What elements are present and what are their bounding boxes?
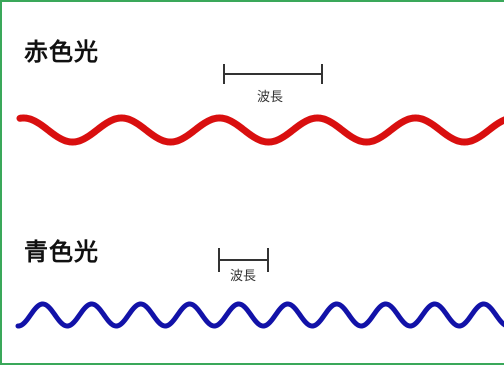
blue-light-label: 青色光 (24, 238, 99, 266)
blue-wavelength-bracket: 波長 (218, 248, 269, 284)
blue-wavelength-label: 波長 (230, 269, 256, 284)
red-wavelength-bracket: 波長 (223, 64, 323, 105)
red-wavelength-label: 波長 (257, 90, 283, 105)
red-wave (16, 114, 504, 146)
red-light-label: 赤色光 (24, 38, 99, 66)
blue-wave (15, 301, 504, 329)
